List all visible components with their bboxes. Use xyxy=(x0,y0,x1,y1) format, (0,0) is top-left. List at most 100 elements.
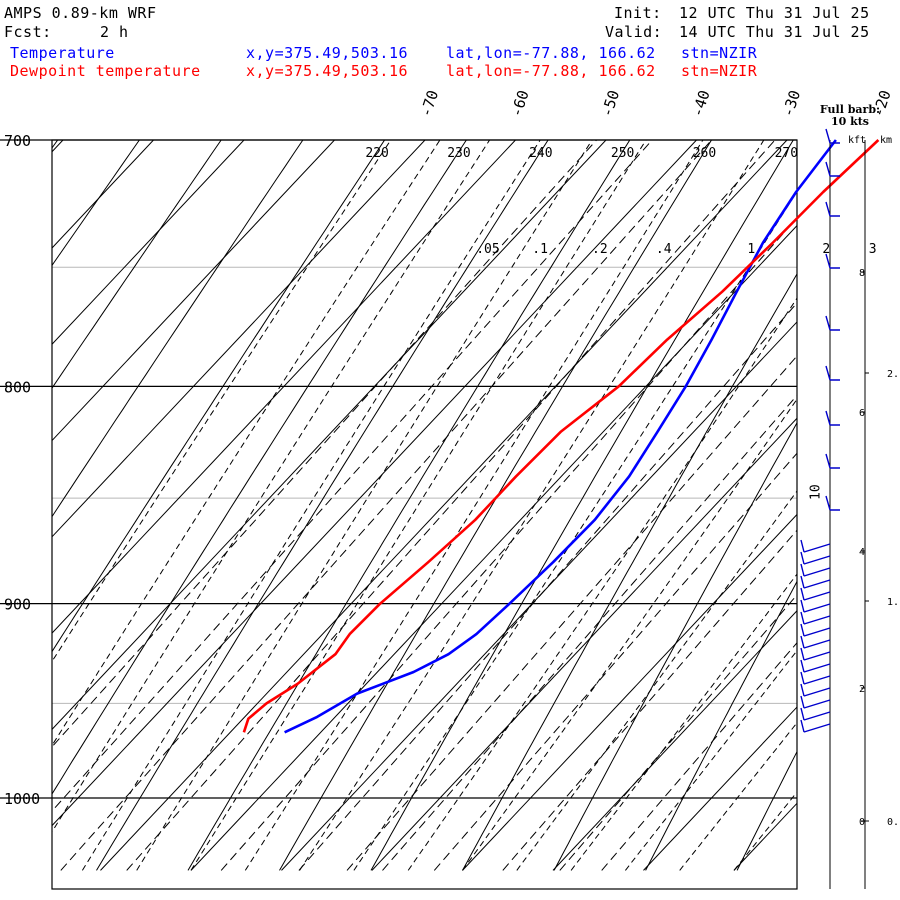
barb-key-line2: 10 kts xyxy=(830,115,870,128)
wind-barb xyxy=(800,551,831,565)
legend-temperature-stn: stn=NZIR xyxy=(681,44,758,62)
mixing-ratio-line xyxy=(60,140,712,871)
mixing-ratio-line xyxy=(346,355,797,871)
temperature-label: -60 xyxy=(507,88,532,119)
init-value: 12 UTC Thu 31 Jul 25 xyxy=(679,4,870,22)
legend-dewpoint-xy: x,y=375.49,503.16 xyxy=(246,62,409,80)
moist-adiabat xyxy=(136,140,593,871)
isotherm xyxy=(52,140,64,153)
mixing-ratio-label: 3 xyxy=(869,242,877,257)
isotherm xyxy=(52,140,245,346)
barb-key: Full barb: 10 kts xyxy=(815,104,885,128)
moist-adiabat xyxy=(462,398,797,871)
temperature-label: -70 xyxy=(417,88,442,119)
barb-key-line1: Full barb: xyxy=(819,103,881,116)
mixing-ratio-label: 10 xyxy=(808,484,823,500)
isotherm xyxy=(281,321,797,871)
dry-adiabat xyxy=(52,140,467,795)
wind-barb xyxy=(800,647,831,661)
legend-dewpoint-latlon: lat,lon=-77.88, 166.62 xyxy=(446,62,656,80)
isotherm xyxy=(52,140,607,731)
legend-dewpoint-name: Dewpoint temperature xyxy=(10,62,201,80)
theta-label: 240 xyxy=(529,146,552,161)
legend-dewpoint-stn: stn=NZIR xyxy=(681,62,758,80)
moist-adiabat xyxy=(52,140,392,663)
kft-tick-label: 4 xyxy=(859,547,865,558)
isotherm xyxy=(824,140,900,870)
kft-tick-label: 8 xyxy=(859,268,865,279)
isotherm xyxy=(100,140,788,871)
legend-temperature-name: Temperature xyxy=(10,44,115,62)
wind-barb xyxy=(825,410,840,426)
fcst-value: 2 h xyxy=(100,23,129,41)
wind-barb xyxy=(825,453,840,469)
wind-barb xyxy=(800,659,831,673)
mixing-ratio-line xyxy=(502,529,797,871)
kft-tick-label: 6 xyxy=(859,408,865,419)
dry-adiabat xyxy=(645,580,797,871)
dry-adiabat xyxy=(829,127,900,871)
wind-barb xyxy=(825,161,840,177)
mixing-ratio-line xyxy=(382,394,797,871)
km-units-label: km xyxy=(880,135,892,146)
theta-label: 250 xyxy=(611,146,634,161)
kft-tick-label: 0 xyxy=(859,817,865,828)
dry-adiabat xyxy=(462,273,797,871)
wind-barb xyxy=(825,315,840,331)
wind-barb xyxy=(825,128,840,144)
wind-barb xyxy=(800,683,831,697)
isotherm xyxy=(52,140,516,634)
mixing-ratio-line xyxy=(52,140,653,812)
temperature-label: -20 xyxy=(869,88,894,119)
mixing-ratio-line xyxy=(298,302,797,871)
isotherm xyxy=(371,417,797,871)
moist-adiabat xyxy=(52,140,491,833)
temperature-profile xyxy=(284,139,837,734)
wind-barb xyxy=(800,635,831,649)
isotherm xyxy=(462,513,797,871)
moist-adiabat xyxy=(52,140,441,747)
mixing-ratio-line xyxy=(433,452,797,871)
wind-barb xyxy=(825,253,840,269)
mixing-ratio-line xyxy=(126,140,776,871)
km-tick-label: 1. xyxy=(887,597,899,608)
mixing-ratio-label: 2 xyxy=(822,242,830,257)
moist-adiabat xyxy=(190,140,647,871)
dry-adiabat xyxy=(187,140,631,871)
mixing-ratio-label: 1 xyxy=(747,242,755,257)
legend-temperature-latlon: lat,lon=-77.88, 166.62 xyxy=(446,44,656,62)
moist-adiabat xyxy=(625,649,797,871)
dry-adiabat xyxy=(52,140,386,653)
isotherm xyxy=(52,140,154,249)
wind-barb xyxy=(800,623,831,637)
dry-adiabat xyxy=(279,140,713,871)
mixing-ratio-label: .2 xyxy=(592,242,608,257)
wind-barb xyxy=(800,671,831,685)
valid-label: Valid: xyxy=(605,23,663,41)
moist-adiabat xyxy=(516,490,797,871)
dry-adiabat xyxy=(52,140,222,389)
theta-label: 220 xyxy=(365,146,388,161)
wind-barb xyxy=(800,563,831,577)
mixing-ratio-line xyxy=(220,217,797,871)
isotherm xyxy=(52,140,426,538)
wind-barb xyxy=(800,719,831,733)
pressure-label-800: 800 xyxy=(4,378,31,396)
temperature-label: -50 xyxy=(598,88,623,119)
mixing-ratio-line xyxy=(559,594,797,871)
wind-barb xyxy=(825,365,840,381)
theta-label: 260 xyxy=(693,146,716,161)
theta-label: 270 xyxy=(775,146,798,161)
moist-adiabat xyxy=(244,140,704,871)
mixing-ratio-line xyxy=(52,140,597,748)
temperature-label: -40 xyxy=(688,88,713,119)
km-tick-label: 0. xyxy=(887,817,899,828)
legend-temperature-xy: x,y=375.49,503.16 xyxy=(246,44,409,62)
isotherm xyxy=(643,706,797,871)
mixing-ratio-label: .1 xyxy=(532,242,548,257)
dry-adiabat xyxy=(52,140,304,518)
isotherm xyxy=(52,140,335,442)
valid-value: 14 UTC Thu 31 Jul 25 xyxy=(679,23,870,41)
moist-adiabat xyxy=(570,573,797,871)
